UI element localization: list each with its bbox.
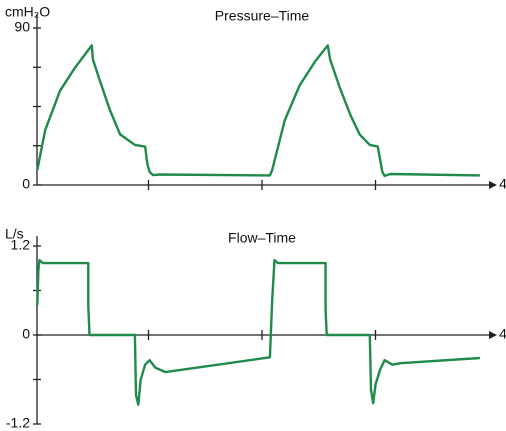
x-axis-arrow xyxy=(489,331,497,339)
y-axis-label: L/s xyxy=(5,226,24,242)
data-line xyxy=(36,44,480,178)
y-tick-label: -1.2 xyxy=(6,415,30,431)
x-tick-label: 4 xyxy=(499,176,506,192)
data-line xyxy=(36,258,480,406)
y-tick-label: 0 xyxy=(22,176,30,192)
y-tick-label: 0 xyxy=(22,326,30,342)
y-tick-label: 1.2 xyxy=(11,237,31,253)
x-tick-label: 4 xyxy=(499,326,506,342)
chart-title: Pressure–Time xyxy=(215,8,310,24)
chart-title: Flow–Time xyxy=(228,230,296,246)
y-tick-label: 90 xyxy=(14,19,30,35)
y-axis-label: cmH₂O xyxy=(5,4,50,20)
x-axis-arrow xyxy=(489,181,497,189)
